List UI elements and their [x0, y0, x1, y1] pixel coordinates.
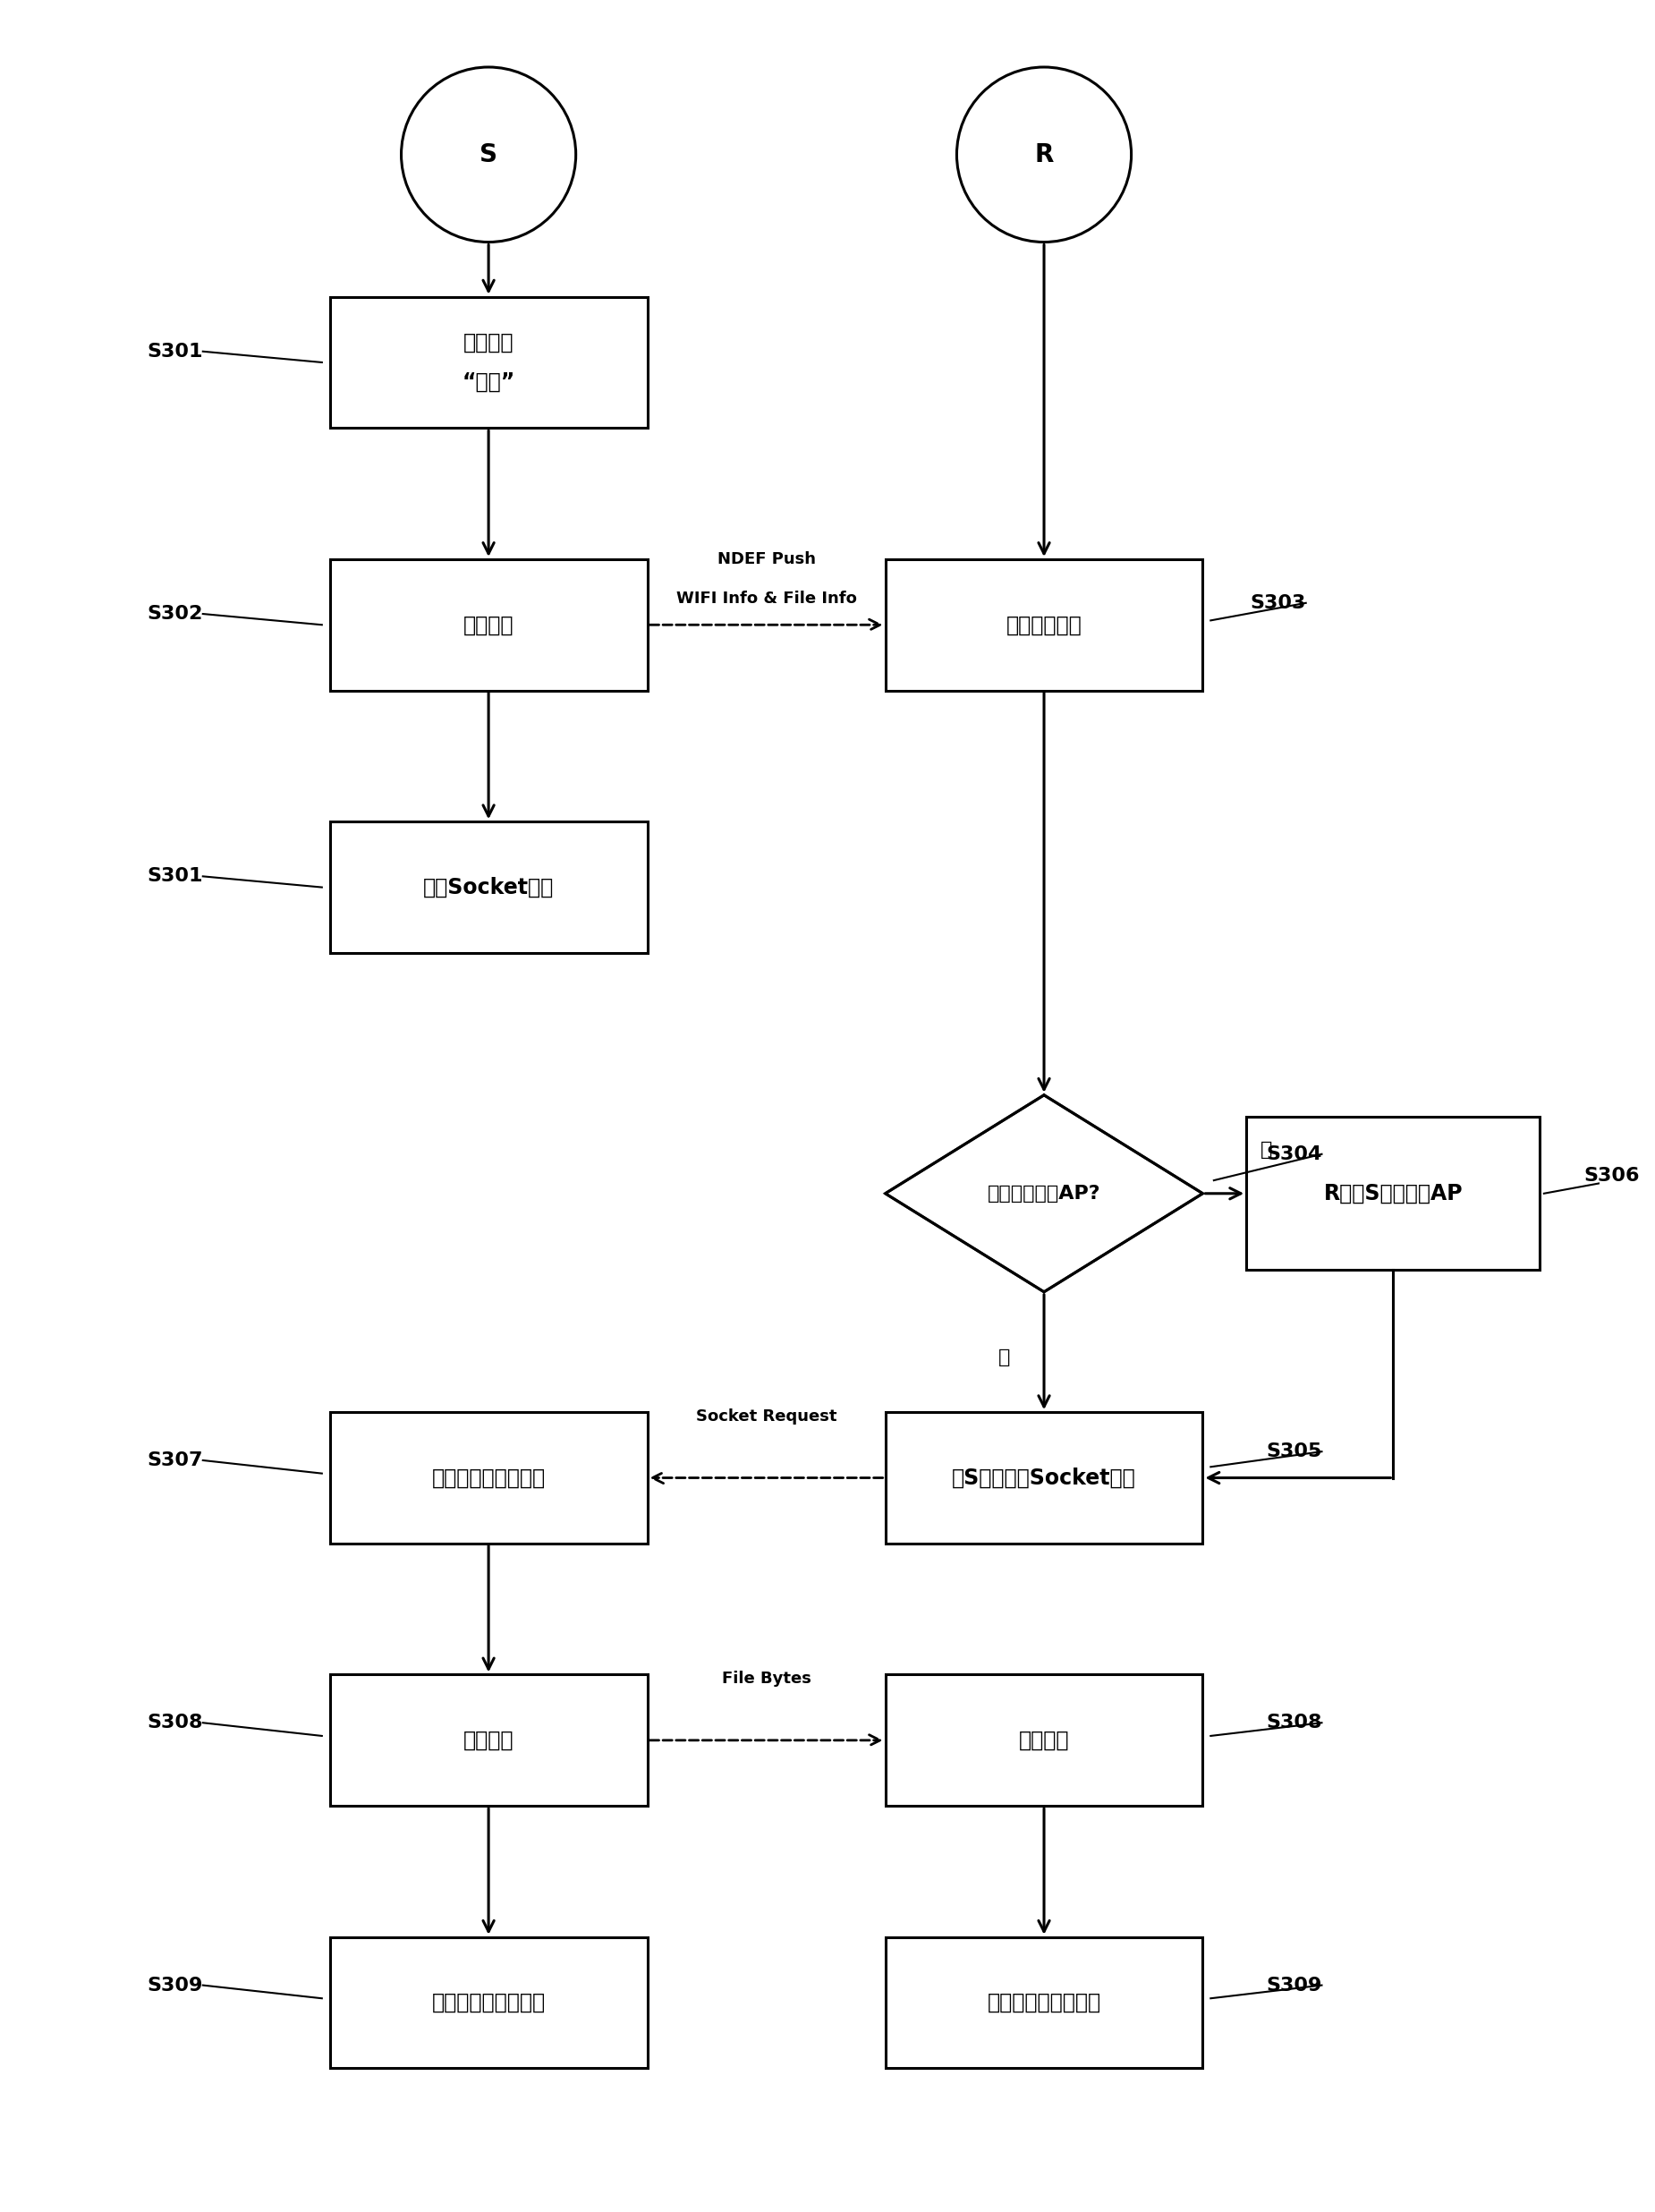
- Text: 接受连接并建立连接: 接受连接并建立连接: [432, 1467, 546, 1489]
- Text: 发送完毕，断开连接: 发送完毕，断开连接: [432, 1993, 546, 2013]
- Text: S302: S302: [147, 604, 204, 624]
- Text: S301: S301: [147, 343, 204, 361]
- Text: NDEF Push: NDEF Push: [717, 551, 816, 566]
- Bar: [329, 1938, 647, 2068]
- Text: Socket Request: Socket Request: [695, 1409, 837, 1425]
- Text: S309: S309: [147, 1975, 204, 1995]
- Text: S305: S305: [1266, 1442, 1322, 1460]
- Text: “分享”: “分享”: [462, 372, 515, 394]
- Text: 接收完毕，断开连接: 接收完毕，断开连接: [986, 1993, 1101, 2013]
- Text: S306: S306: [1584, 1168, 1640, 1186]
- Text: R连入S所连接的AP: R连入S所连接的AP: [1324, 1183, 1463, 1203]
- Text: S309: S309: [1266, 1975, 1322, 1995]
- Text: S307: S307: [147, 1451, 204, 1469]
- Bar: [329, 1411, 647, 1544]
- Text: 两机连接同一AP?: 两机连接同一AP?: [988, 1186, 1101, 1203]
- Text: 向S建立一条Socket连接: 向S建立一条Socket连接: [952, 1467, 1135, 1489]
- Bar: [329, 296, 647, 427]
- Text: 设备靠近: 设备靠近: [463, 615, 513, 635]
- Text: S303: S303: [1250, 595, 1306, 613]
- Polygon shape: [885, 1095, 1203, 1292]
- Text: 是: 是: [998, 1349, 1010, 1367]
- Bar: [885, 560, 1203, 690]
- Text: 选择文件: 选择文件: [463, 332, 513, 354]
- Text: S301: S301: [147, 867, 204, 885]
- Bar: [329, 560, 647, 690]
- Text: 建立Socket监听: 建立Socket监听: [424, 876, 554, 898]
- Text: S304: S304: [1266, 1146, 1322, 1164]
- Text: 启动解析模块: 启动解析模块: [1006, 615, 1082, 635]
- Bar: [329, 1674, 647, 1805]
- Bar: [1246, 1117, 1539, 1270]
- Text: S308: S308: [1266, 1714, 1322, 1732]
- Ellipse shape: [957, 66, 1132, 241]
- Text: File Bytes: File Bytes: [722, 1670, 811, 1688]
- Text: 接收文件: 接收文件: [1019, 1730, 1069, 1752]
- Bar: [885, 1674, 1203, 1805]
- Bar: [329, 821, 647, 953]
- Text: 否: 否: [1259, 1141, 1273, 1159]
- Text: S: S: [480, 142, 498, 168]
- Ellipse shape: [401, 66, 576, 241]
- Bar: [885, 1938, 1203, 2068]
- Text: S308: S308: [147, 1714, 204, 1732]
- Text: WIFI Info & File Info: WIFI Info & File Info: [675, 591, 857, 606]
- Text: 发送文件: 发送文件: [463, 1730, 513, 1752]
- Text: R: R: [1034, 142, 1054, 168]
- Bar: [885, 1411, 1203, 1544]
